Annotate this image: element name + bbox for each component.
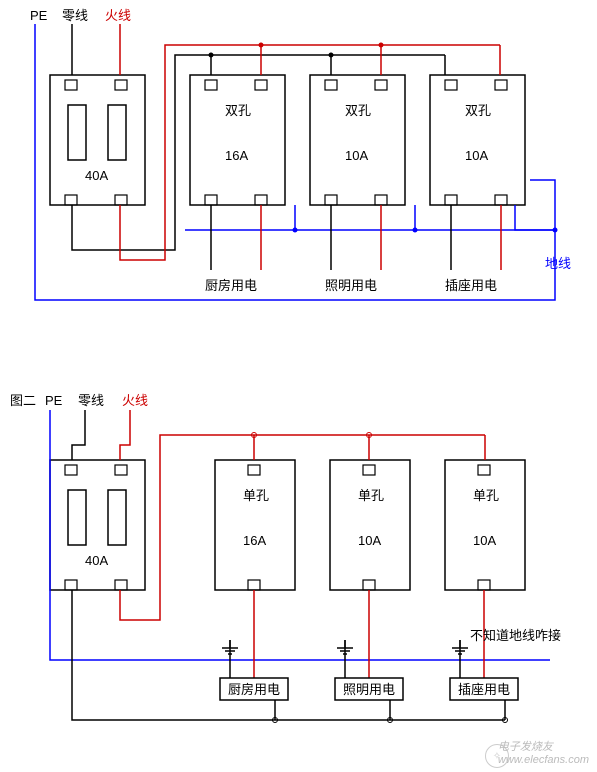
fig2-label: 图二 <box>10 393 36 408</box>
out-socket-1: 插座用电 <box>445 278 497 293</box>
out-kitchen-1: 厨房用电 <box>205 278 257 293</box>
breaker1-1 <box>190 75 285 205</box>
b3-type-1: 双孔 <box>465 103 491 118</box>
b2-type-2: 单孔 <box>358 488 384 503</box>
breaker2-1 <box>310 75 405 205</box>
neutral-label-2: 零线 <box>78 393 104 408</box>
b2-rating-1: 10A <box>345 148 368 163</box>
main-breaker-2 <box>50 460 145 590</box>
main-rating-1: 40A <box>85 168 108 183</box>
breaker1-2 <box>215 460 295 590</box>
b1-type-2: 单孔 <box>243 488 269 503</box>
watermark: 电子发烧友 www.elecfans.com <box>498 738 589 766</box>
out-socket-2: 插座用电 <box>458 682 510 697</box>
page: PE 零线 火线 40A 双孔 16A 双孔 10A 双孔 10A 地线 厨房用… <box>0 0 597 772</box>
breaker3-1 <box>430 75 525 205</box>
out-kitchen-2: 厨房用电 <box>228 682 280 697</box>
ground-label-1: 地线 <box>545 256 571 271</box>
b3-type-2: 单孔 <box>473 488 499 503</box>
neutral-label: 零线 <box>62 8 88 23</box>
b1-rating-2: 16A <box>243 533 266 548</box>
main-breaker-1 <box>50 75 145 205</box>
live-wire-2 <box>120 410 485 620</box>
live-label-2: 火线 <box>122 393 148 408</box>
out-lighting-2: 照明用电 <box>343 682 395 697</box>
pe-label-2: PE <box>45 393 63 408</box>
out-lighting-1: 照明用电 <box>325 278 377 293</box>
live-label: 火线 <box>105 8 131 23</box>
b3-rating-1: 10A <box>465 148 488 163</box>
b2-rating-2: 10A <box>358 533 381 548</box>
b1-type-1: 双孔 <box>225 103 251 118</box>
neutral-wire-1 <box>72 24 445 250</box>
b2-type-1: 双孔 <box>345 103 371 118</box>
wiring-diagram: PE 零线 火线 40A 双孔 16A 双孔 10A 双孔 10A 地线 厨房用… <box>0 0 597 772</box>
unknown-ground-label: 不知道地线咋接 <box>470 628 561 643</box>
b1-rating-1: 16A <box>225 148 248 163</box>
main-rating-2: 40A <box>85 553 108 568</box>
breaker2-2 <box>330 460 410 590</box>
neutral-wire-2 <box>72 410 505 720</box>
breaker3-2 <box>445 460 525 590</box>
b3-rating-2: 10A <box>473 533 496 548</box>
pe-label: PE <box>30 8 48 23</box>
